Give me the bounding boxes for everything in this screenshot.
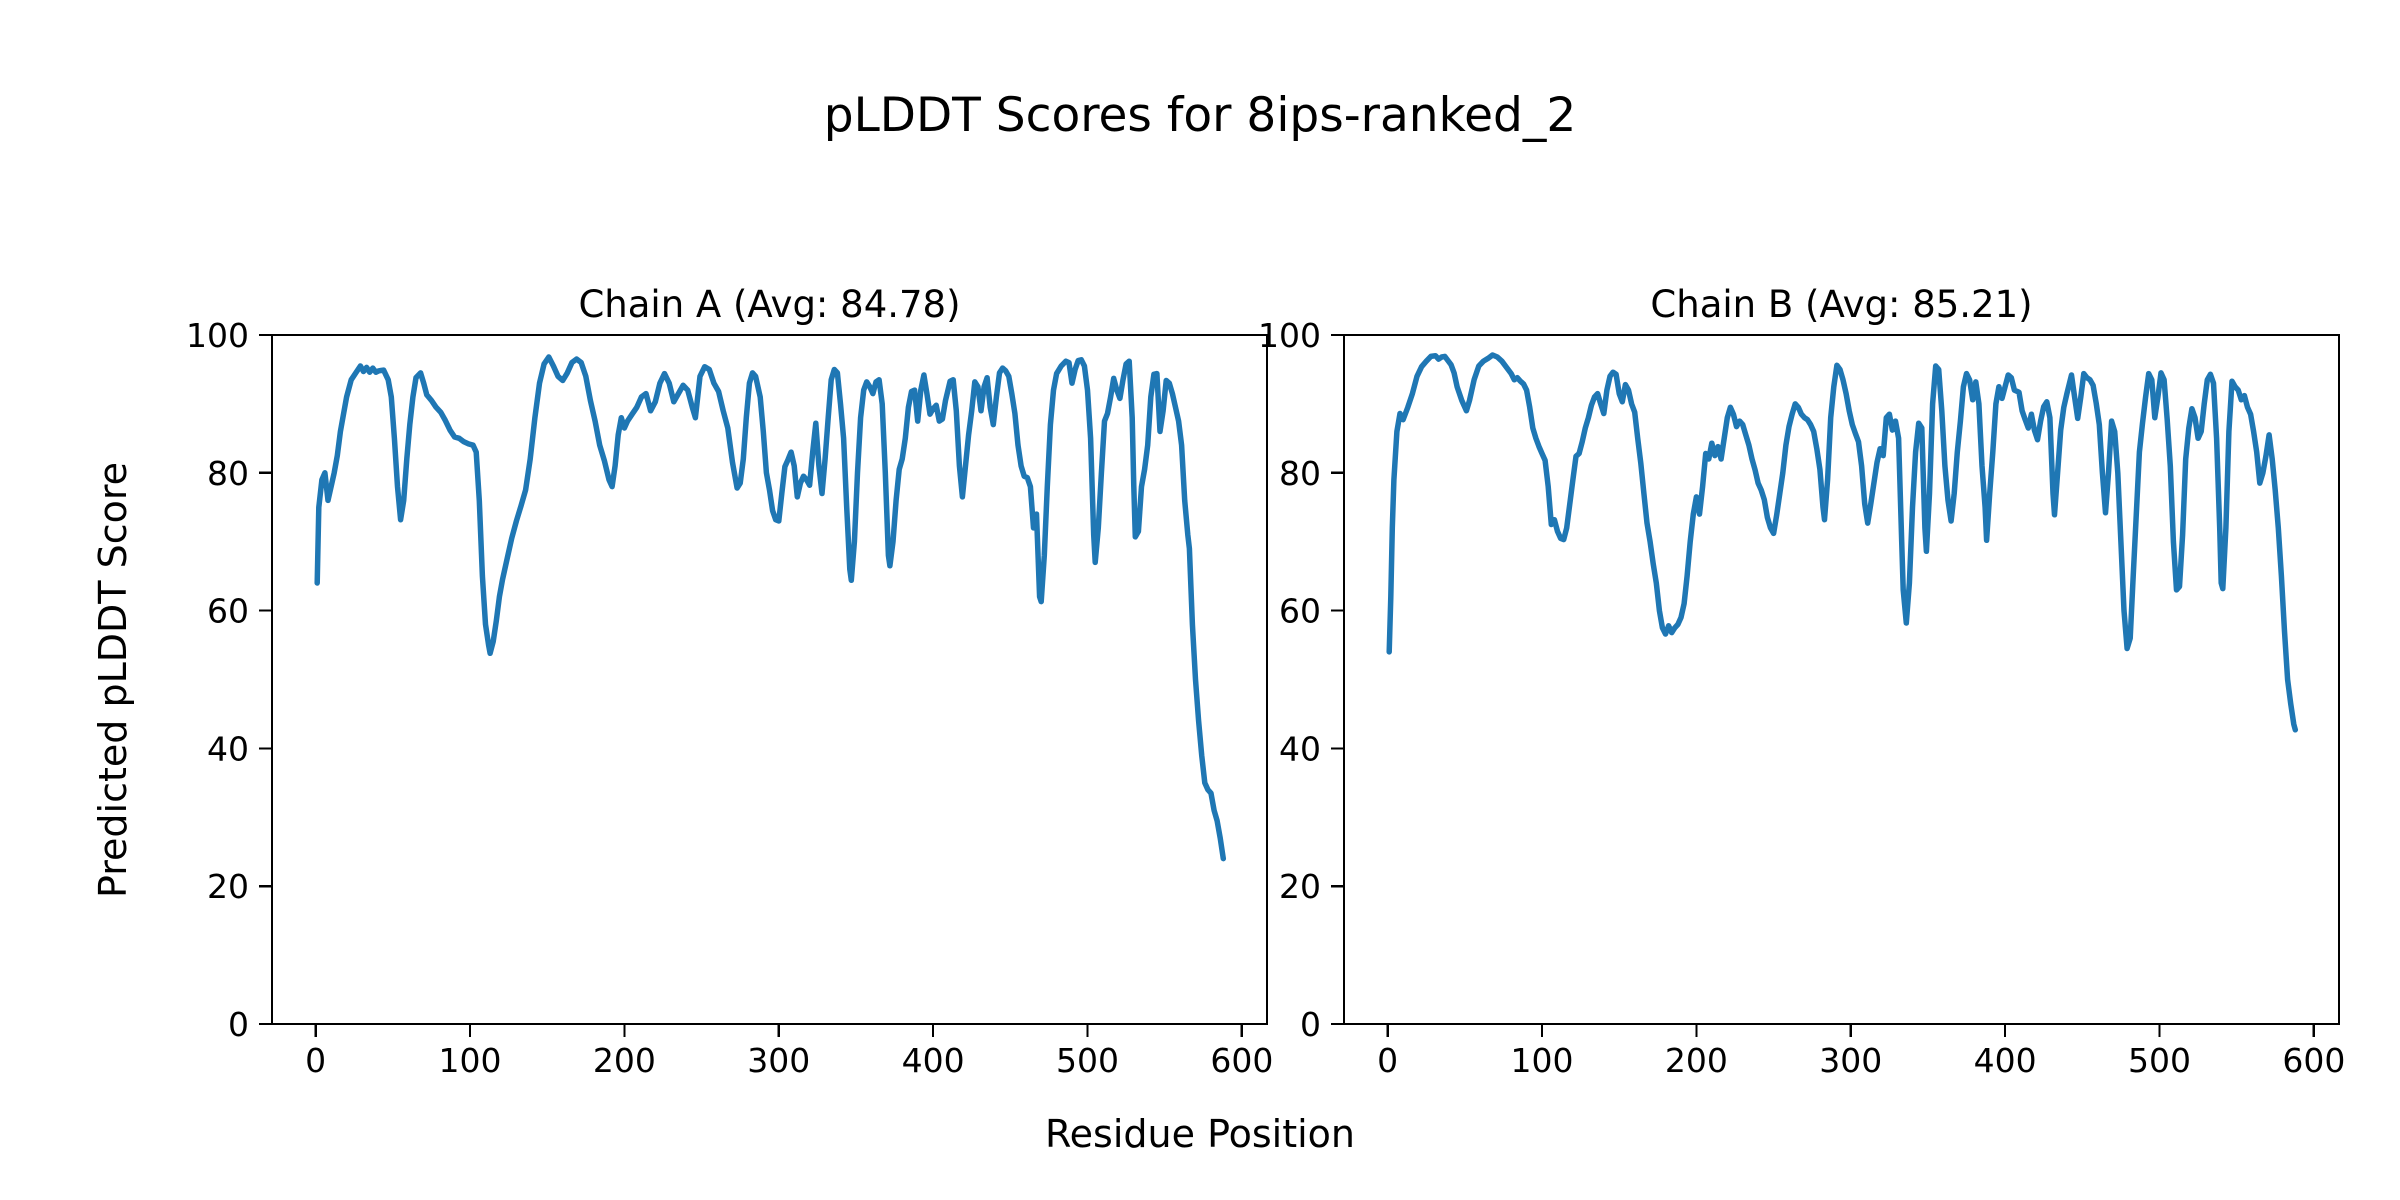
x-tick-label: 600 xyxy=(2282,1041,2345,1080)
x-tick-label: 300 xyxy=(747,1041,810,1080)
y-tick-label: 0 xyxy=(228,1005,249,1044)
x-tick-label: 500 xyxy=(1056,1041,1119,1080)
axes-spines xyxy=(270,333,1269,1026)
x-tick-label: 400 xyxy=(902,1041,965,1080)
plddt-line xyxy=(1386,352,2299,733)
x-tick-label: 500 xyxy=(2128,1041,2191,1080)
y-tick-label: 40 xyxy=(1279,729,1321,768)
x-tick-label: 100 xyxy=(439,1041,502,1080)
y-tick-label: 80 xyxy=(207,454,249,493)
x-tick-label: 0 xyxy=(1377,1041,1398,1080)
x-axis-label: Residue Position xyxy=(1044,1112,1356,1156)
y-tick-label: 20 xyxy=(1279,867,1321,906)
y-axis-label: Predicted pLDDT Score xyxy=(91,462,135,898)
y-tick-label: 100 xyxy=(1258,316,1321,355)
y-tick-label: 0 xyxy=(1300,1005,1321,1044)
chain-b-plot: 0 100 200 300 400 500 600 0 20 40 60 80 100 xyxy=(1258,316,2345,1080)
x-tick-label: 300 xyxy=(1819,1041,1882,1080)
chain-b-subplot-title: Chain B (Avg: 85.21) xyxy=(1650,283,2033,326)
y-tick-label: 60 xyxy=(1279,592,1321,631)
axes-spines xyxy=(1342,333,2341,1026)
figure-title: pLDDT Scores for 8ips-ranked_2 xyxy=(823,88,1577,143)
plddt-line xyxy=(314,354,1227,862)
x-tick-label: 200 xyxy=(1665,1041,1728,1080)
y-tick-label: 20 xyxy=(207,867,249,906)
y-tick-label: 80 xyxy=(1279,454,1321,493)
x-tick-label: 0 xyxy=(305,1041,326,1080)
y-tick-label: 60 xyxy=(207,592,249,631)
x-tick-label: 400 xyxy=(1974,1041,2037,1080)
chain-a-subplot-title: Chain A (Avg: 84.78) xyxy=(578,283,961,326)
chain-a-plot: 0 100 200 300 400 500 600 0 20 40 60 80 100 xyxy=(186,316,1273,1080)
x-tick-label: 100 xyxy=(1511,1041,1574,1080)
y-tick-label: 40 xyxy=(207,729,249,768)
y-tick-label: 100 xyxy=(186,316,249,355)
x-tick-label: 200 xyxy=(593,1041,656,1080)
x-tick-label: 600 xyxy=(1210,1041,1273,1080)
